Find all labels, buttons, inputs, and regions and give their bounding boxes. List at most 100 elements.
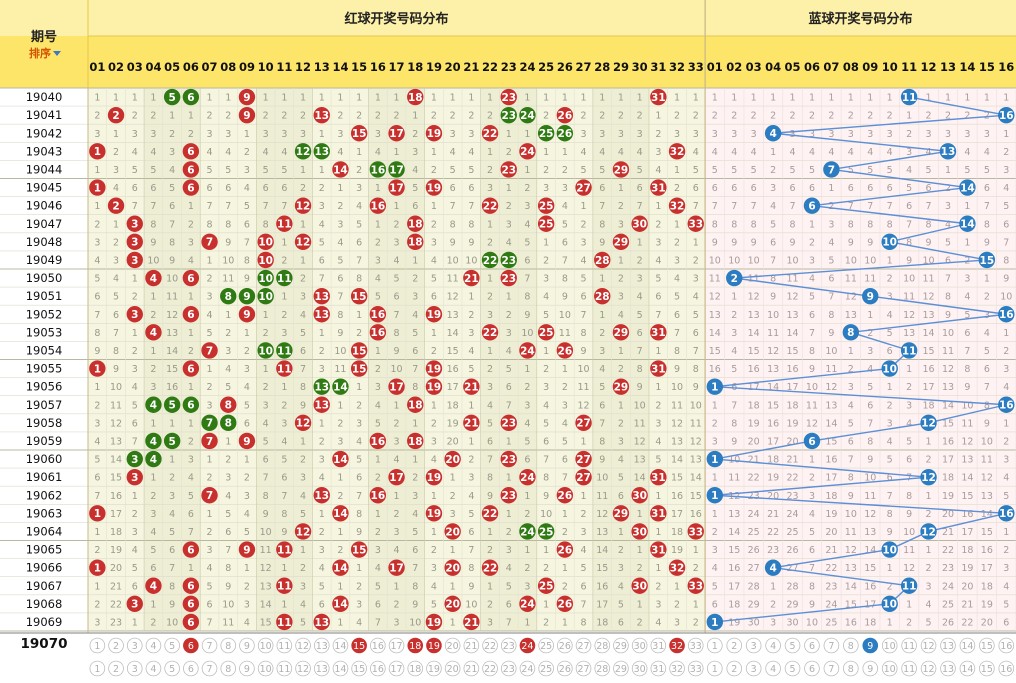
selected-red-ball[interactable] bbox=[669, 637, 685, 654]
selectable-blue-ball[interactable] bbox=[745, 637, 762, 654]
selectable-blue-ball[interactable] bbox=[920, 660, 937, 677]
selectable-blue-ball[interactable] bbox=[823, 660, 840, 677]
selectable-blue-ball[interactable] bbox=[940, 660, 956, 677]
selectable-red-ball[interactable] bbox=[482, 660, 498, 677]
selectable-red-ball[interactable] bbox=[538, 637, 554, 654]
blue-omission-count: 1 bbox=[712, 93, 718, 104]
selected-red-ball[interactable] bbox=[351, 637, 367, 654]
ball-number: 19 bbox=[427, 182, 442, 194]
selectable-red-ball[interactable] bbox=[201, 660, 218, 677]
selectable-red-ball[interactable] bbox=[332, 637, 349, 654]
selectable-blue-ball[interactable] bbox=[765, 660, 781, 677]
selectable-red-ball[interactable] bbox=[313, 637, 330, 654]
selectable-red-ball[interactable] bbox=[687, 637, 704, 654]
selectable-blue-ball[interactable] bbox=[940, 637, 956, 654]
selectable-red-ball[interactable] bbox=[631, 660, 648, 677]
selectable-red-ball[interactable] bbox=[444, 637, 461, 654]
selectable-red-ball[interactable] bbox=[276, 660, 293, 677]
selectable-red-ball[interactable] bbox=[463, 660, 480, 677]
selectable-red-ball[interactable] bbox=[164, 660, 180, 677]
selectable-blue-ball[interactable] bbox=[804, 637, 820, 654]
selectable-red-ball[interactable] bbox=[388, 637, 405, 654]
selectable-red-ball[interactable] bbox=[407, 660, 424, 677]
selectable-red-ball[interactable] bbox=[500, 637, 517, 654]
selectable-red-ball[interactable] bbox=[164, 637, 180, 654]
selectable-red-ball[interactable] bbox=[594, 637, 611, 654]
selectable-red-ball[interactable] bbox=[613, 637, 629, 654]
selectable-red-ball[interactable] bbox=[313, 660, 330, 677]
selectable-blue-ball[interactable] bbox=[998, 637, 1015, 654]
selectable-blue-ball[interactable] bbox=[979, 637, 995, 654]
selectable-red-ball[interactable] bbox=[482, 637, 498, 654]
selectable-red-ball[interactable] bbox=[126, 660, 143, 677]
selectable-red-ball[interactable] bbox=[220, 637, 237, 654]
selectable-blue-ball[interactable] bbox=[726, 660, 743, 677]
selectable-blue-ball[interactable] bbox=[901, 637, 917, 654]
selectable-blue-ball[interactable] bbox=[707, 660, 723, 677]
selectable-red-ball[interactable] bbox=[183, 660, 199, 677]
selectable-red-ball[interactable] bbox=[257, 660, 274, 677]
selectable-red-ball[interactable] bbox=[201, 637, 218, 654]
selectable-red-ball[interactable] bbox=[145, 660, 162, 677]
selectable-red-ball[interactable] bbox=[89, 637, 106, 654]
selectable-red-ball[interactable] bbox=[89, 660, 106, 677]
selected-red-ball[interactable] bbox=[519, 637, 536, 654]
selectable-red-ball[interactable] bbox=[594, 660, 611, 677]
selectable-blue-ball[interactable] bbox=[998, 660, 1015, 677]
selectable-blue-ball[interactable] bbox=[843, 637, 859, 654]
selectable-red-ball[interactable] bbox=[220, 660, 237, 677]
selectable-blue-ball[interactable] bbox=[959, 637, 976, 654]
selectable-red-ball[interactable] bbox=[239, 660, 255, 677]
selectable-red-ball[interactable] bbox=[575, 637, 592, 654]
selectable-blue-ball[interactable] bbox=[881, 637, 898, 654]
selectable-red-ball[interactable] bbox=[126, 637, 143, 654]
selectable-red-ball[interactable] bbox=[388, 660, 405, 677]
selectable-red-ball[interactable] bbox=[557, 637, 573, 654]
selectable-red-ball[interactable] bbox=[351, 660, 367, 677]
selectable-blue-ball[interactable] bbox=[959, 660, 976, 677]
selectable-red-ball[interactable] bbox=[650, 660, 667, 677]
selectable-red-ball[interactable] bbox=[613, 660, 629, 677]
selectable-blue-ball[interactable] bbox=[823, 637, 840, 654]
selectable-red-ball[interactable] bbox=[295, 660, 311, 677]
selectable-red-ball[interactable] bbox=[444, 660, 461, 677]
selected-red-ball[interactable] bbox=[426, 637, 442, 654]
selectable-blue-ball[interactable] bbox=[765, 637, 781, 654]
selectable-red-ball[interactable] bbox=[519, 660, 536, 677]
selectable-red-ball[interactable] bbox=[631, 637, 648, 654]
selected-blue-ball[interactable] bbox=[862, 637, 879, 654]
selectable-blue-ball[interactable] bbox=[881, 660, 898, 677]
selectable-blue-ball[interactable] bbox=[862, 660, 879, 677]
selectable-red-ball[interactable] bbox=[538, 660, 554, 677]
selectable-blue-ball[interactable] bbox=[784, 637, 801, 654]
selected-red-ball[interactable] bbox=[407, 637, 424, 654]
selected-red-ball[interactable] bbox=[183, 637, 199, 654]
selectable-blue-ball[interactable] bbox=[726, 637, 743, 654]
selectable-red-ball[interactable] bbox=[370, 660, 386, 677]
selectable-blue-ball[interactable] bbox=[784, 660, 801, 677]
selectable-red-ball[interactable] bbox=[332, 660, 349, 677]
selectable-red-ball[interactable] bbox=[463, 637, 480, 654]
selectable-red-ball[interactable] bbox=[257, 637, 274, 654]
selectable-blue-ball[interactable] bbox=[804, 660, 820, 677]
selectable-red-ball[interactable] bbox=[145, 637, 162, 654]
selectable-red-ball[interactable] bbox=[108, 660, 124, 677]
selectable-red-ball[interactable] bbox=[276, 637, 293, 654]
selectable-blue-ball[interactable] bbox=[920, 637, 937, 654]
selectable-red-ball[interactable] bbox=[500, 660, 517, 677]
selectable-red-ball[interactable] bbox=[669, 660, 685, 677]
selectable-red-ball[interactable] bbox=[370, 637, 386, 654]
selectable-red-ball[interactable] bbox=[239, 637, 255, 654]
selectable-blue-ball[interactable] bbox=[843, 660, 859, 677]
selectable-blue-ball[interactable] bbox=[901, 660, 917, 677]
selectable-red-ball[interactable] bbox=[295, 637, 311, 654]
selectable-blue-ball[interactable] bbox=[979, 660, 995, 677]
selectable-red-ball[interactable] bbox=[108, 637, 124, 654]
selectable-red-ball[interactable] bbox=[650, 637, 667, 654]
selectable-red-ball[interactable] bbox=[426, 660, 442, 677]
selectable-red-ball[interactable] bbox=[575, 660, 592, 677]
selectable-red-ball[interactable] bbox=[687, 660, 704, 677]
selectable-blue-ball[interactable] bbox=[745, 660, 762, 677]
selectable-red-ball[interactable] bbox=[557, 660, 573, 677]
selectable-blue-ball[interactable] bbox=[707, 637, 723, 654]
